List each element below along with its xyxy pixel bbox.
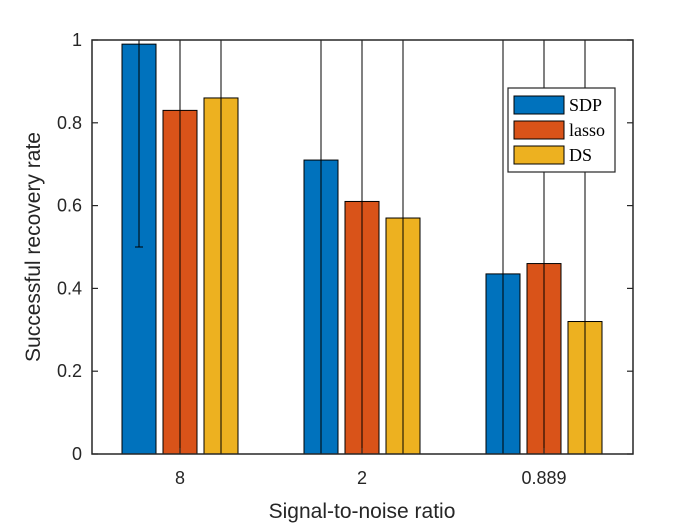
- y-axis-ticks: 0 0.2 0.4 0.6 0.8 1: [57, 30, 633, 464]
- y-tick-label: 0: [72, 444, 82, 464]
- y-tick-label: 1: [72, 30, 82, 50]
- x-axis-label: Signal-to-noise ratio: [269, 500, 456, 523]
- x-axis-ticks: 8 2 0.889: [175, 40, 567, 488]
- y-tick-label: 0.4: [57, 278, 82, 298]
- x-tick-label: 2: [357, 468, 367, 488]
- legend-label-ds: DS: [569, 145, 592, 165]
- x-tick-label: 0.889: [521, 468, 566, 488]
- y-tick-label: 0.6: [57, 196, 82, 216]
- legend-swatch-ds: [513, 145, 565, 165]
- y-tick-label: 0.2: [57, 361, 82, 381]
- x-tick-label: 8: [175, 468, 185, 488]
- y-axis-label: Successful recovery rate: [22, 132, 45, 362]
- y-tick-label: 0.8: [57, 113, 82, 133]
- legend-swatch-lasso: [513, 120, 565, 140]
- legend-label-lasso: lasso: [569, 120, 605, 140]
- legend-swatch-sdp: [513, 95, 565, 115]
- legend: SDP lasso DS: [507, 87, 616, 173]
- legend-label-sdp: SDP: [569, 95, 602, 115]
